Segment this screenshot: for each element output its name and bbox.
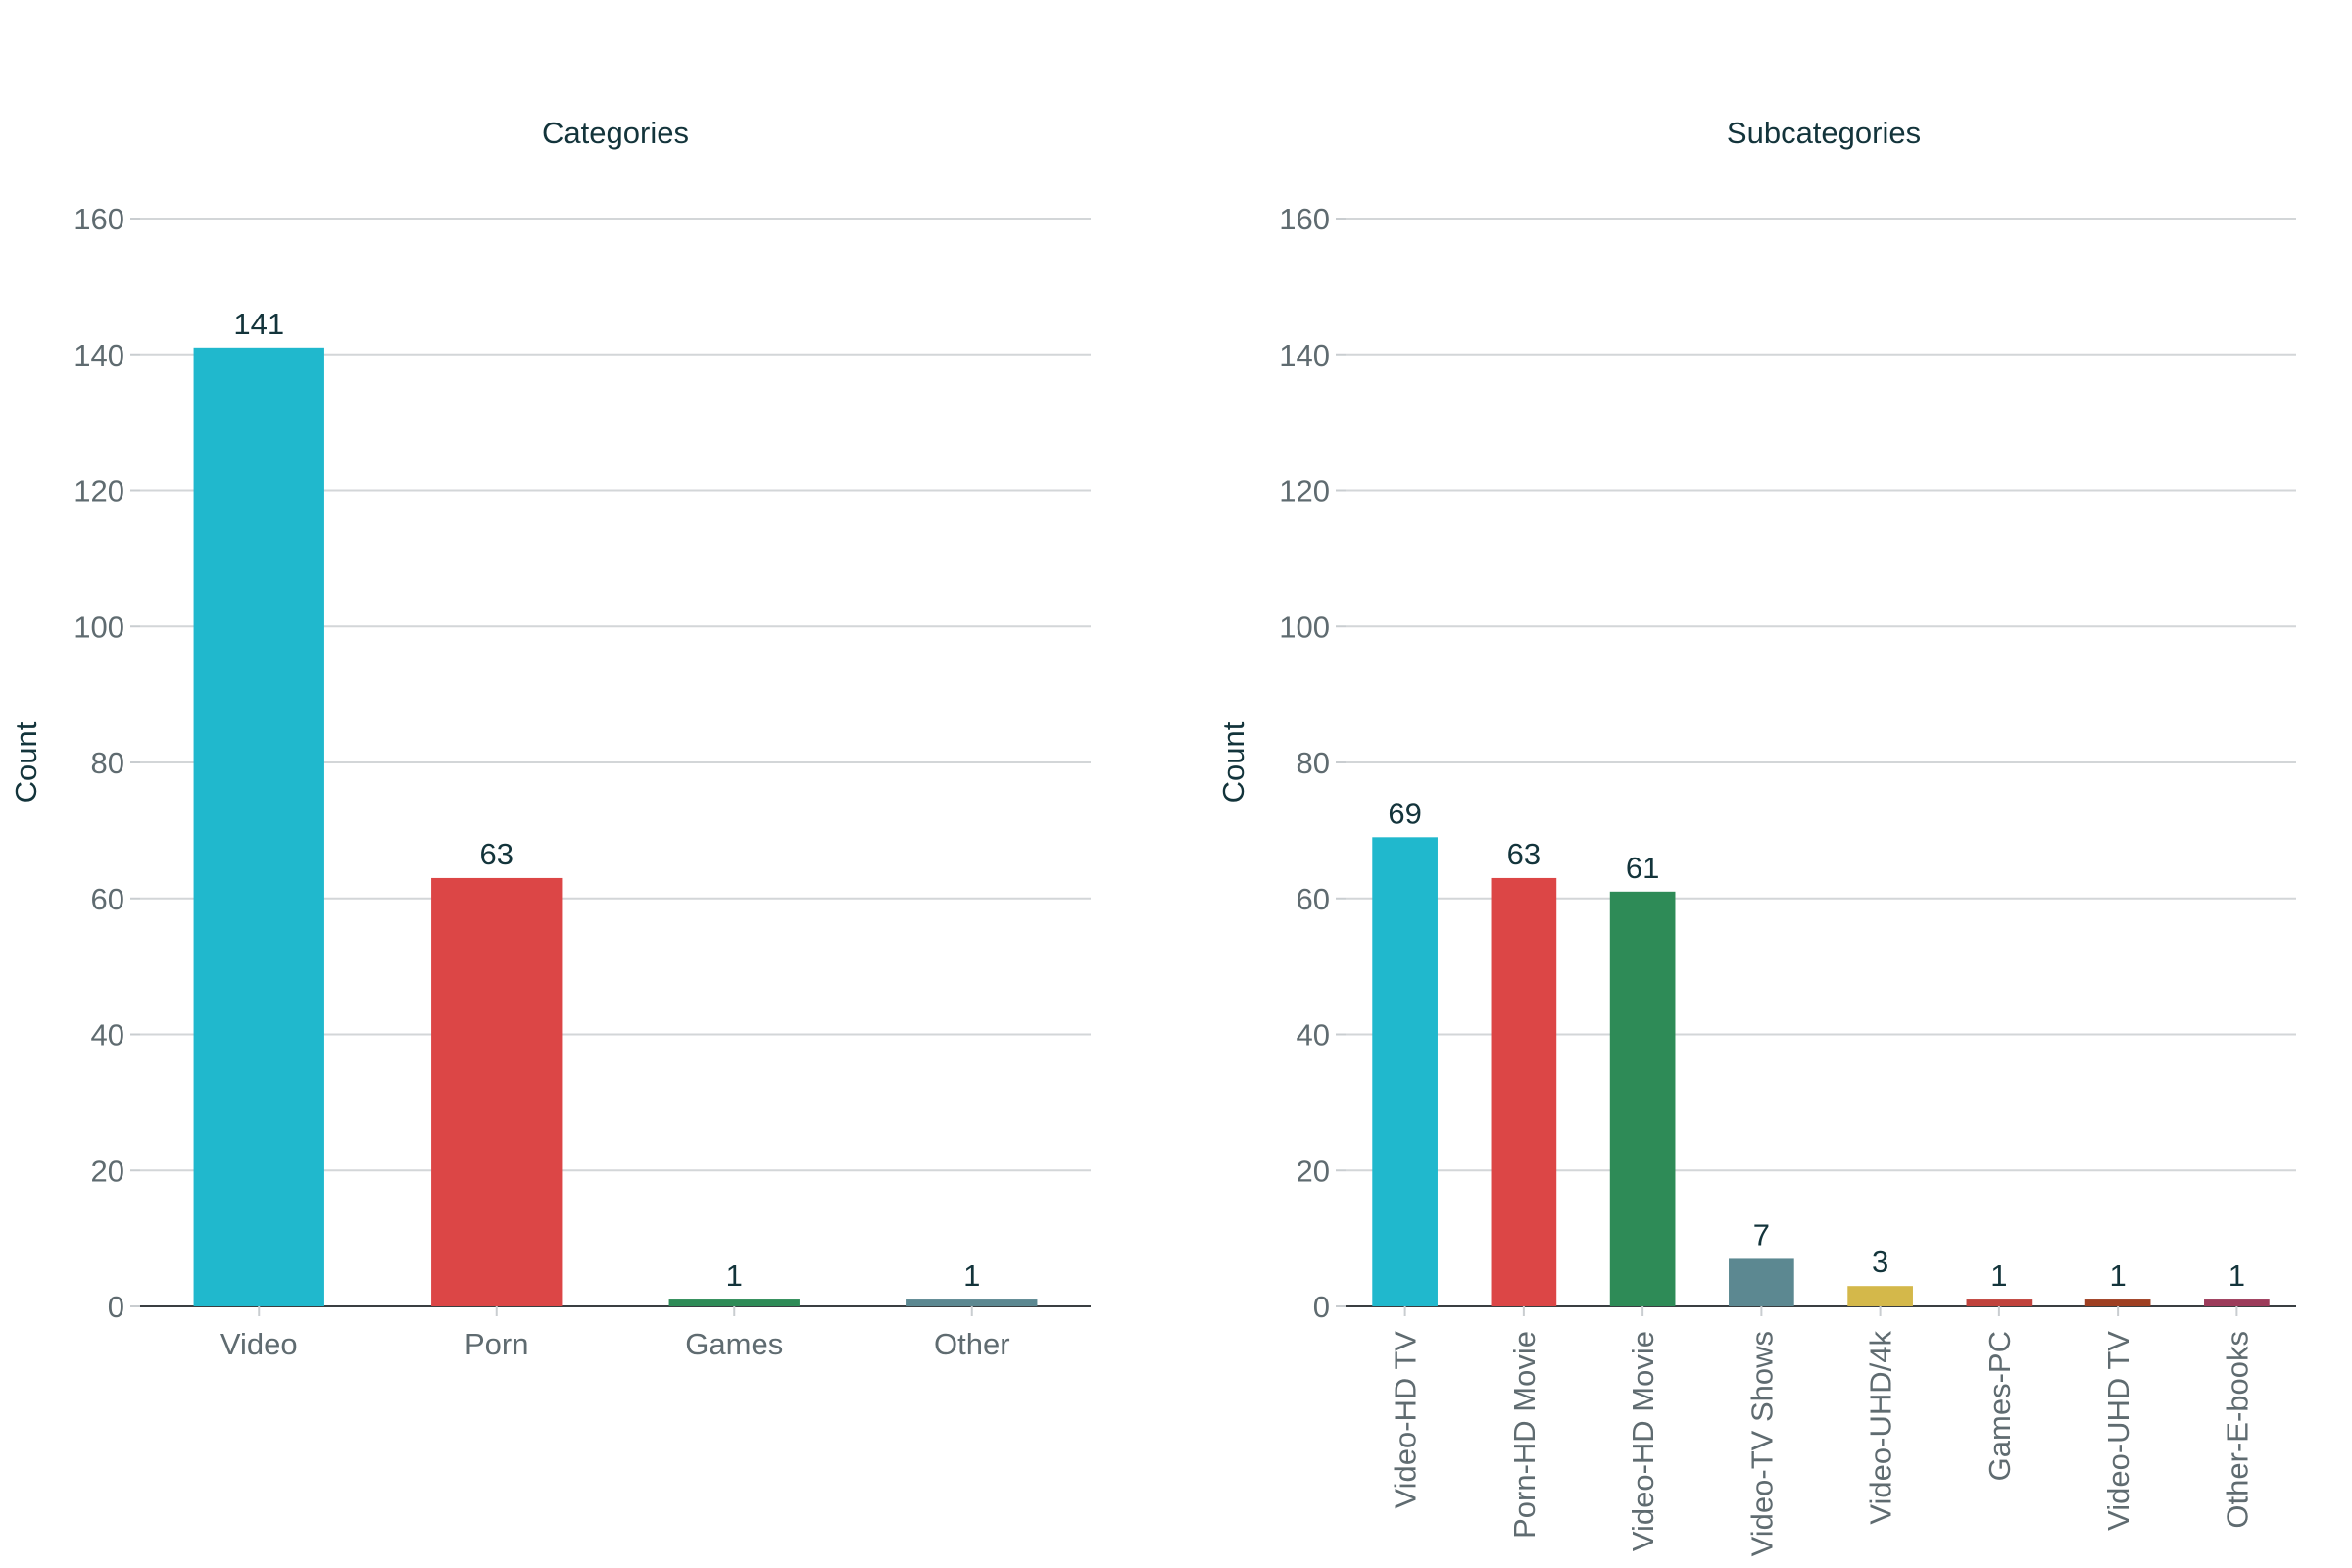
bar-value-label: 63 (1507, 837, 1541, 871)
bar (906, 1299, 1038, 1306)
bar-value-label: 1 (726, 1258, 743, 1293)
bar (1609, 891, 1676, 1306)
y-tick-label: 0 (108, 1290, 124, 1324)
bar (1372, 837, 1438, 1306)
x-tick-label: Video-HD Movie (1626, 1331, 1660, 1551)
y-tick-label: 20 (1297, 1153, 1330, 1188)
x-tick-label: Video-TV Shows (1744, 1331, 1779, 1556)
y-tick-label: 40 (91, 1018, 124, 1053)
bar-value-label: 1 (963, 1258, 980, 1293)
bar-value-label: 3 (1872, 1245, 1888, 1279)
x-tick-label: Porn (465, 1327, 528, 1361)
y-tick-label: 100 (74, 610, 124, 644)
x-tick-label: Video-UHD TV (2101, 1331, 2135, 1531)
y-tick-label: 100 (1279, 610, 1330, 644)
y-tick-label: 0 (1313, 1290, 1330, 1324)
bar (1491, 877, 1557, 1306)
bar (431, 877, 563, 1306)
y-tick-label: 20 (91, 1153, 124, 1188)
y-tick-label: 120 (74, 474, 124, 509)
y-tick-label: 80 (91, 746, 124, 780)
bar-value-label: 61 (1626, 851, 1659, 885)
y-tick-label: 140 (1279, 338, 1330, 372)
y-axis-label: Count (9, 721, 43, 803)
x-tick-label: Video-HD TV (1389, 1331, 1423, 1509)
bar-value-label: 1 (2229, 1258, 2245, 1293)
bar (193, 347, 324, 1306)
y-tick-label: 60 (91, 882, 124, 916)
x-tick-label: Other-E-books (2220, 1331, 2254, 1529)
bar-value-label: 1 (1990, 1258, 2007, 1293)
chart-title: Subcategories (1727, 116, 1921, 150)
y-axis-label: Count (1216, 721, 1250, 803)
y-tick-label: 160 (1279, 202, 1330, 236)
bar (1729, 1258, 1794, 1306)
bar (1966, 1299, 2033, 1306)
y-tick-label: 60 (1297, 882, 1330, 916)
y-tick-label: 160 (74, 202, 124, 236)
x-tick-label: Other (934, 1327, 1010, 1361)
bar-value-label: 69 (1388, 796, 1421, 830)
bar-value-label: 63 (480, 837, 514, 871)
x-tick-label: Games-PC (1983, 1331, 2017, 1481)
bar (1847, 1286, 1913, 1306)
x-tick-label: Porn-HD Movie (1507, 1331, 1542, 1539)
y-tick-label: 140 (74, 338, 124, 372)
y-tick-label: 80 (1297, 746, 1330, 780)
x-tick-label: Video-UHD/4k (1864, 1331, 1898, 1525)
bar (2204, 1299, 2270, 1306)
chart-title: Categories (542, 116, 689, 150)
x-tick-label: Games (685, 1327, 783, 1361)
bar-value-label: 1 (2110, 1258, 2127, 1293)
x-tick-label: Video (220, 1327, 298, 1361)
y-tick-label: 120 (1279, 474, 1330, 509)
y-tick-label: 40 (1297, 1018, 1330, 1053)
bar-value-label: 7 (1753, 1217, 1770, 1251)
bar (668, 1299, 800, 1306)
bar (2084, 1299, 2151, 1306)
bar-value-label: 141 (233, 307, 284, 341)
